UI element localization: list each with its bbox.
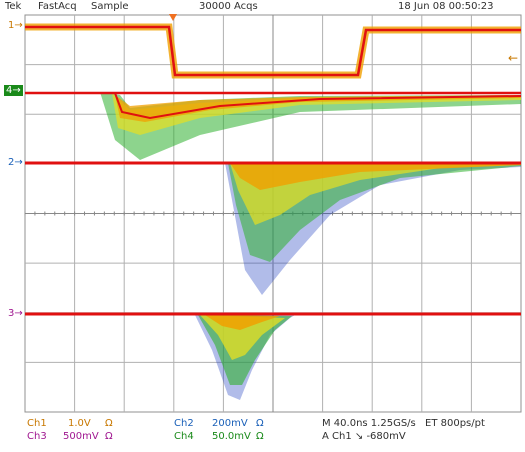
status-bar: Tek FastAcq Sample 30000 Acqs 18 Jun 08 … xyxy=(0,0,525,14)
ch2-scale: 200mV xyxy=(212,418,248,429)
trigger-position-marker xyxy=(169,14,177,21)
ch4-marker[interactable]: 4→ xyxy=(4,85,23,96)
ch3-marker[interactable]: 3→ xyxy=(8,308,23,319)
fastacq-label: FastAcq xyxy=(38,1,77,12)
ch1-trace xyxy=(25,25,521,77)
ch4-spread-warm xyxy=(115,95,521,122)
ch4-coupling: Ω xyxy=(256,431,264,442)
timebase-readout: M 40.0ns 1.25GS/s xyxy=(322,418,416,429)
acq-count: 30000 Acqs xyxy=(199,1,258,12)
trigger-level-arrow: ← xyxy=(508,51,518,65)
ch3-coupling: Ω xyxy=(105,431,113,442)
readout-panel: Ch1 1.0V Ω Ch3 500mV Ω Ch2 200mV Ω Ch4 5… xyxy=(0,414,525,452)
timestamp: 18 Jun 08 00:50:23 xyxy=(398,1,494,12)
ch3-name: Ch3 xyxy=(27,431,47,442)
ch1-name: Ch1 xyxy=(27,418,47,429)
ch1-scale: 1.0V xyxy=(68,418,91,429)
ch4-name: Ch4 xyxy=(174,431,194,442)
graticule xyxy=(24,15,522,412)
ch1-coupling: Ω xyxy=(105,418,113,429)
ch4-scale: 50.0mV xyxy=(212,431,251,442)
ch3-spread-mid xyxy=(200,315,285,360)
ch2-name: Ch2 xyxy=(174,418,194,429)
ch2-spread-warm xyxy=(230,163,521,190)
et-readout: ET 800ps/pt xyxy=(425,418,485,429)
ch2-coupling: Ω xyxy=(256,418,264,429)
ch1-marker[interactable]: 1→ xyxy=(8,20,23,31)
ch3-scale: 500mV xyxy=(63,431,99,442)
ch2-marker[interactable]: 2→ xyxy=(8,157,23,168)
trigger-readout: A Ch1 ↘ -680mV xyxy=(322,431,406,442)
waveform-traces xyxy=(25,23,522,400)
brand-label: Tek xyxy=(5,1,22,12)
acq-mode-label: Sample xyxy=(91,1,129,12)
ch3-spread-warm xyxy=(205,315,280,330)
